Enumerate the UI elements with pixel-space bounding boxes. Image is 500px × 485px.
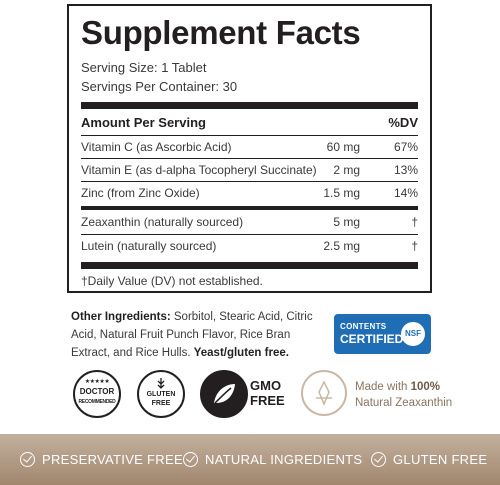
nutrient-name: Lutein (naturally sourced) bbox=[81, 239, 217, 253]
nutrient-amount: 1.5 mg bbox=[323, 186, 360, 200]
leaf-icon bbox=[214, 384, 235, 404]
nutrient-amount: 2.5 mg bbox=[323, 239, 360, 253]
nsf-line1: CONTENTS bbox=[340, 322, 387, 331]
feature-preservative-free: PRESERVATIVE FREE bbox=[20, 452, 183, 470]
nutrient-amount: 5 mg bbox=[333, 215, 360, 229]
nsf-line2: CERTIFIED bbox=[340, 332, 404, 346]
feature-natural-ingredients: NATURAL INGREDIENTS bbox=[183, 452, 362, 470]
check-icon bbox=[20, 452, 35, 467]
nutrient-name: Vitamin E (as d-alpha Tocopheryl Succina… bbox=[81, 163, 317, 177]
features-band: PRESERVATIVE FREE NATURAL INGREDIENTS GL… bbox=[0, 434, 500, 485]
nutrient-dv: † bbox=[411, 239, 418, 253]
thick-divider bbox=[81, 262, 418, 269]
other-ingredients-label: Other Ingredients: bbox=[71, 311, 171, 323]
other-ingredients: Other Ingredients: Sorbitol, Stearic Aci… bbox=[71, 308, 321, 362]
dv-header: %DV bbox=[388, 115, 418, 130]
gmo-free-icon bbox=[200, 370, 248, 418]
natural-zeaxanthin-text: Made with 100% Natural Zeaxanthin bbox=[355, 379, 452, 411]
nutrient-row: Vitamin C (as Ascorbic Acid) 60 mg 67% bbox=[81, 136, 418, 158]
feature-label: NATURAL INGREDIENTS bbox=[205, 452, 363, 467]
yeast-gluten-note: Yeast/gluten free. bbox=[193, 347, 289, 359]
nutrient-name: Zinc (from Zinc Oxide) bbox=[81, 186, 200, 200]
doctor-recommended-icon: ★★★★★ DOCTOR RECOMMENDED bbox=[73, 370, 121, 418]
thick-divider bbox=[81, 102, 418, 109]
facts-title: Supplement Facts bbox=[81, 14, 361, 51]
nutrient-name: Zeaxanthin (naturally sourced) bbox=[81, 215, 244, 229]
divider bbox=[81, 158, 418, 159]
feature-label: GLUTEN FREE bbox=[393, 452, 488, 467]
nsf-certified-badge: CONTENTS CERTIFIED NSF bbox=[334, 314, 431, 354]
natural-zeaxanthin-icon bbox=[301, 370, 347, 416]
other-ingredients-text: Sorbitol, Stearic Acid, Citric Acid, Nat… bbox=[71, 311, 313, 359]
supplement-facts-panel: Supplement Facts Serving Size: 1 Tablet … bbox=[67, 4, 432, 293]
divider bbox=[81, 234, 418, 235]
gluten-line2: FREE bbox=[151, 400, 171, 407]
nutrient-amount: 2 mg bbox=[333, 163, 360, 177]
feature-label: PRESERVATIVE FREE bbox=[42, 452, 183, 467]
zea-pct: 100% bbox=[410, 381, 441, 393]
gmo-free-text: GMO FREE bbox=[250, 378, 285, 408]
gluten-free-icon: GLUTEN FREE bbox=[137, 370, 185, 418]
nutrient-row: Zinc (from Zinc Oxide) 1.5 mg 14% bbox=[81, 182, 418, 204]
gmo-line1: GMO bbox=[250, 378, 282, 393]
zea-prefix: Made with bbox=[355, 381, 411, 393]
divider bbox=[81, 135, 418, 136]
badges-row: ★★★★★ DOCTOR RECOMMENDED GLUTEN FREE GMO… bbox=[0, 370, 500, 420]
nutrient-row: Lutein (naturally sourced) 2.5 mg † bbox=[81, 235, 418, 257]
amount-header: Amount Per Serving bbox=[81, 115, 206, 130]
wheat-icon bbox=[157, 378, 165, 389]
doctor-stars: ★★★★★ bbox=[84, 379, 110, 385]
doctor-line2: RECOMMENDED bbox=[78, 399, 116, 405]
nutrient-name: Vitamin C (as Ascorbic Acid) bbox=[81, 140, 232, 154]
servings-per-container: Servings Per Container: 30 bbox=[81, 79, 238, 94]
nutrient-row: Zeaxanthin (naturally sourced) 5 mg † bbox=[81, 211, 418, 233]
feature-gluten-free: GLUTEN FREE bbox=[371, 452, 487, 470]
marigold-icon bbox=[316, 380, 332, 406]
check-icon bbox=[183, 452, 198, 467]
check-icon bbox=[371, 452, 386, 467]
doctor-line1: DOCTOR bbox=[79, 387, 115, 396]
nsf-logo-icon: NSF bbox=[401, 322, 425, 346]
nutrient-dv: 14% bbox=[393, 186, 418, 200]
nutrient-dv: 13% bbox=[393, 163, 418, 177]
divider bbox=[81, 181, 418, 182]
nutrient-row: Vitamin E (as d-alpha Tocopheryl Succina… bbox=[81, 159, 418, 181]
column-header-row: Amount Per Serving %DV bbox=[81, 115, 418, 133]
nutrient-amount: 60 mg bbox=[326, 140, 360, 154]
dv-footnote: †Daily Value (DV) not established. bbox=[81, 274, 263, 288]
serving-size: Serving Size: 1 Tablet bbox=[81, 60, 207, 75]
nutrient-dv: 67% bbox=[393, 140, 418, 154]
nsf-badge-text: CONTENTS CERTIFIED bbox=[340, 320, 403, 346]
zea-line2: Natural Zeaxanthin bbox=[355, 397, 453, 409]
gmo-line2: FREE bbox=[250, 393, 285, 408]
nutrient-dv: † bbox=[411, 215, 418, 229]
gluten-line1: GLUTEN bbox=[146, 391, 176, 398]
medium-divider bbox=[81, 206, 418, 210]
